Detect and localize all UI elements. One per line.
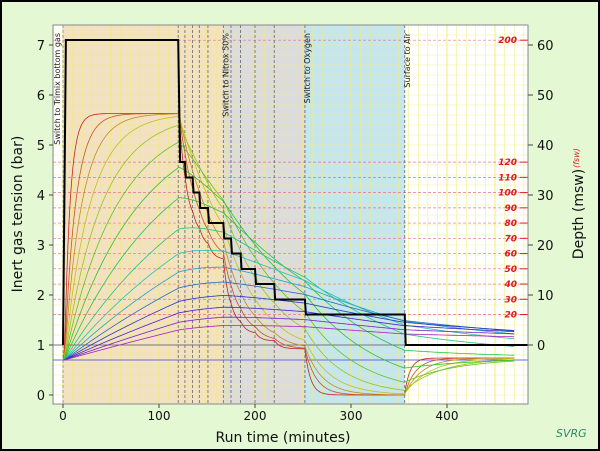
tissue-compartment-curve [63,266,515,361]
y-axis-right-label: Depth (msw) [571,169,587,259]
y-right-tick-label: 0 [537,339,545,354]
fsw-tick-label: 100 [498,189,517,199]
tissue-compartment-curve [63,249,515,361]
tissue-compartment-curve [63,294,515,361]
gas-phase-region [304,25,405,404]
gas-switch-label: Switch to Oxygen [303,33,312,103]
svrg-logo: SVRG [556,427,587,440]
fsw-tick-label: 50 [504,265,517,275]
fsw-tick-label: 80 [504,219,517,229]
x-axis-label: Run time (minutes) [216,430,351,446]
tissue-compartment-curve [63,197,515,361]
fsw-tick-label: 30 [504,295,517,305]
y-right-tick-label: 20 [537,239,554,254]
tissue-compartment-curve [63,316,515,361]
x-tick-label: 300 [340,409,363,423]
y-right-tick-label: 30 [537,189,554,204]
fsw-tick-label: 60 [504,250,517,260]
gas-switch-label: Switch to Trimix bottom gas [53,33,62,145]
fsw-tick-label: 110 [498,173,517,183]
x-tick-label: 100 [148,409,171,423]
gas-phase-region [63,25,224,404]
y-left-tick-label: 1 [37,339,45,354]
tissue-compartment-curve [63,281,515,361]
fsw-unit-label: (fsw) [572,148,581,168]
plot-frame [52,24,529,405]
fsw-tick-label: 70 [504,234,517,244]
tissue-compartment-curve [62,113,515,396]
fsw-tick-label: 120 [498,158,517,168]
tissue-compartment-curve [63,166,515,369]
tissue-compartment-curve [63,227,515,361]
tissue-compartment-curve [62,113,515,396]
y-right-tick-label: 60 [537,39,554,54]
fsw-tick-label: 200 [498,36,517,46]
x-tick-label: 0 [59,409,67,423]
fsw-tick-label: 20 [504,311,517,321]
tissue-compartment-curve [63,306,515,361]
y-right-tick-label: 50 [537,89,554,104]
depth-profile-line [62,39,528,346]
y-right-tick-label: 40 [537,139,554,154]
gas-phase-region [223,25,305,404]
gas-switch-label: Switch to Nitrox 50% [221,33,230,117]
y-left-tick-label: 5 [37,139,45,154]
y-left-tick-label: 2 [37,289,45,304]
tissue-compartment-curve [63,324,515,361]
y-left-tick-label: 4 [37,189,45,204]
y-left-tick-label: 6 [37,89,45,104]
y-left-tick-label: 0 [37,389,45,404]
gas-switch-label: Surface to Air [403,32,412,87]
tissue-compartment-curve [62,116,515,395]
x-tick-label: 200 [244,409,267,423]
y-left-tick-label: 3 [37,239,45,254]
y-axis-left-label: Inert gas tension (bar) [10,136,26,293]
fsw-tick-label: 40 [503,280,517,290]
y-right-tick-label: 10 [537,289,554,304]
fsw-tick-label: 90 [504,204,517,214]
x-tick-label: 400 [436,409,459,423]
y-left-tick-label: 7 [37,39,45,54]
